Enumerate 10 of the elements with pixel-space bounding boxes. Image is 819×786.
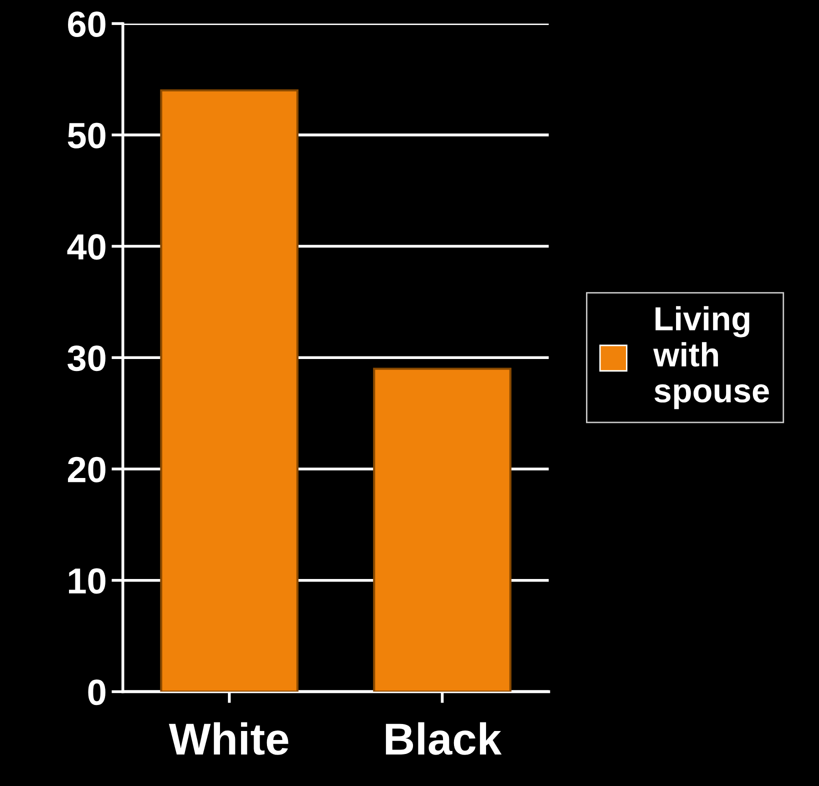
y-tick-label: 0	[88, 680, 106, 706]
y-tick-label: 10	[68, 568, 106, 594]
legend-label: Living with spouse	[653, 306, 769, 410]
y-tick-label: 40	[67, 234, 106, 260]
y-tick-label: 60	[68, 11, 106, 38]
y-tick-label: 20	[68, 456, 106, 482]
y-tick-label: 50	[68, 122, 106, 148]
y-tick-label: 30	[68, 346, 106, 372]
x-tick-label: White	[168, 722, 288, 755]
x-tick-label: Black	[386, 722, 502, 755]
